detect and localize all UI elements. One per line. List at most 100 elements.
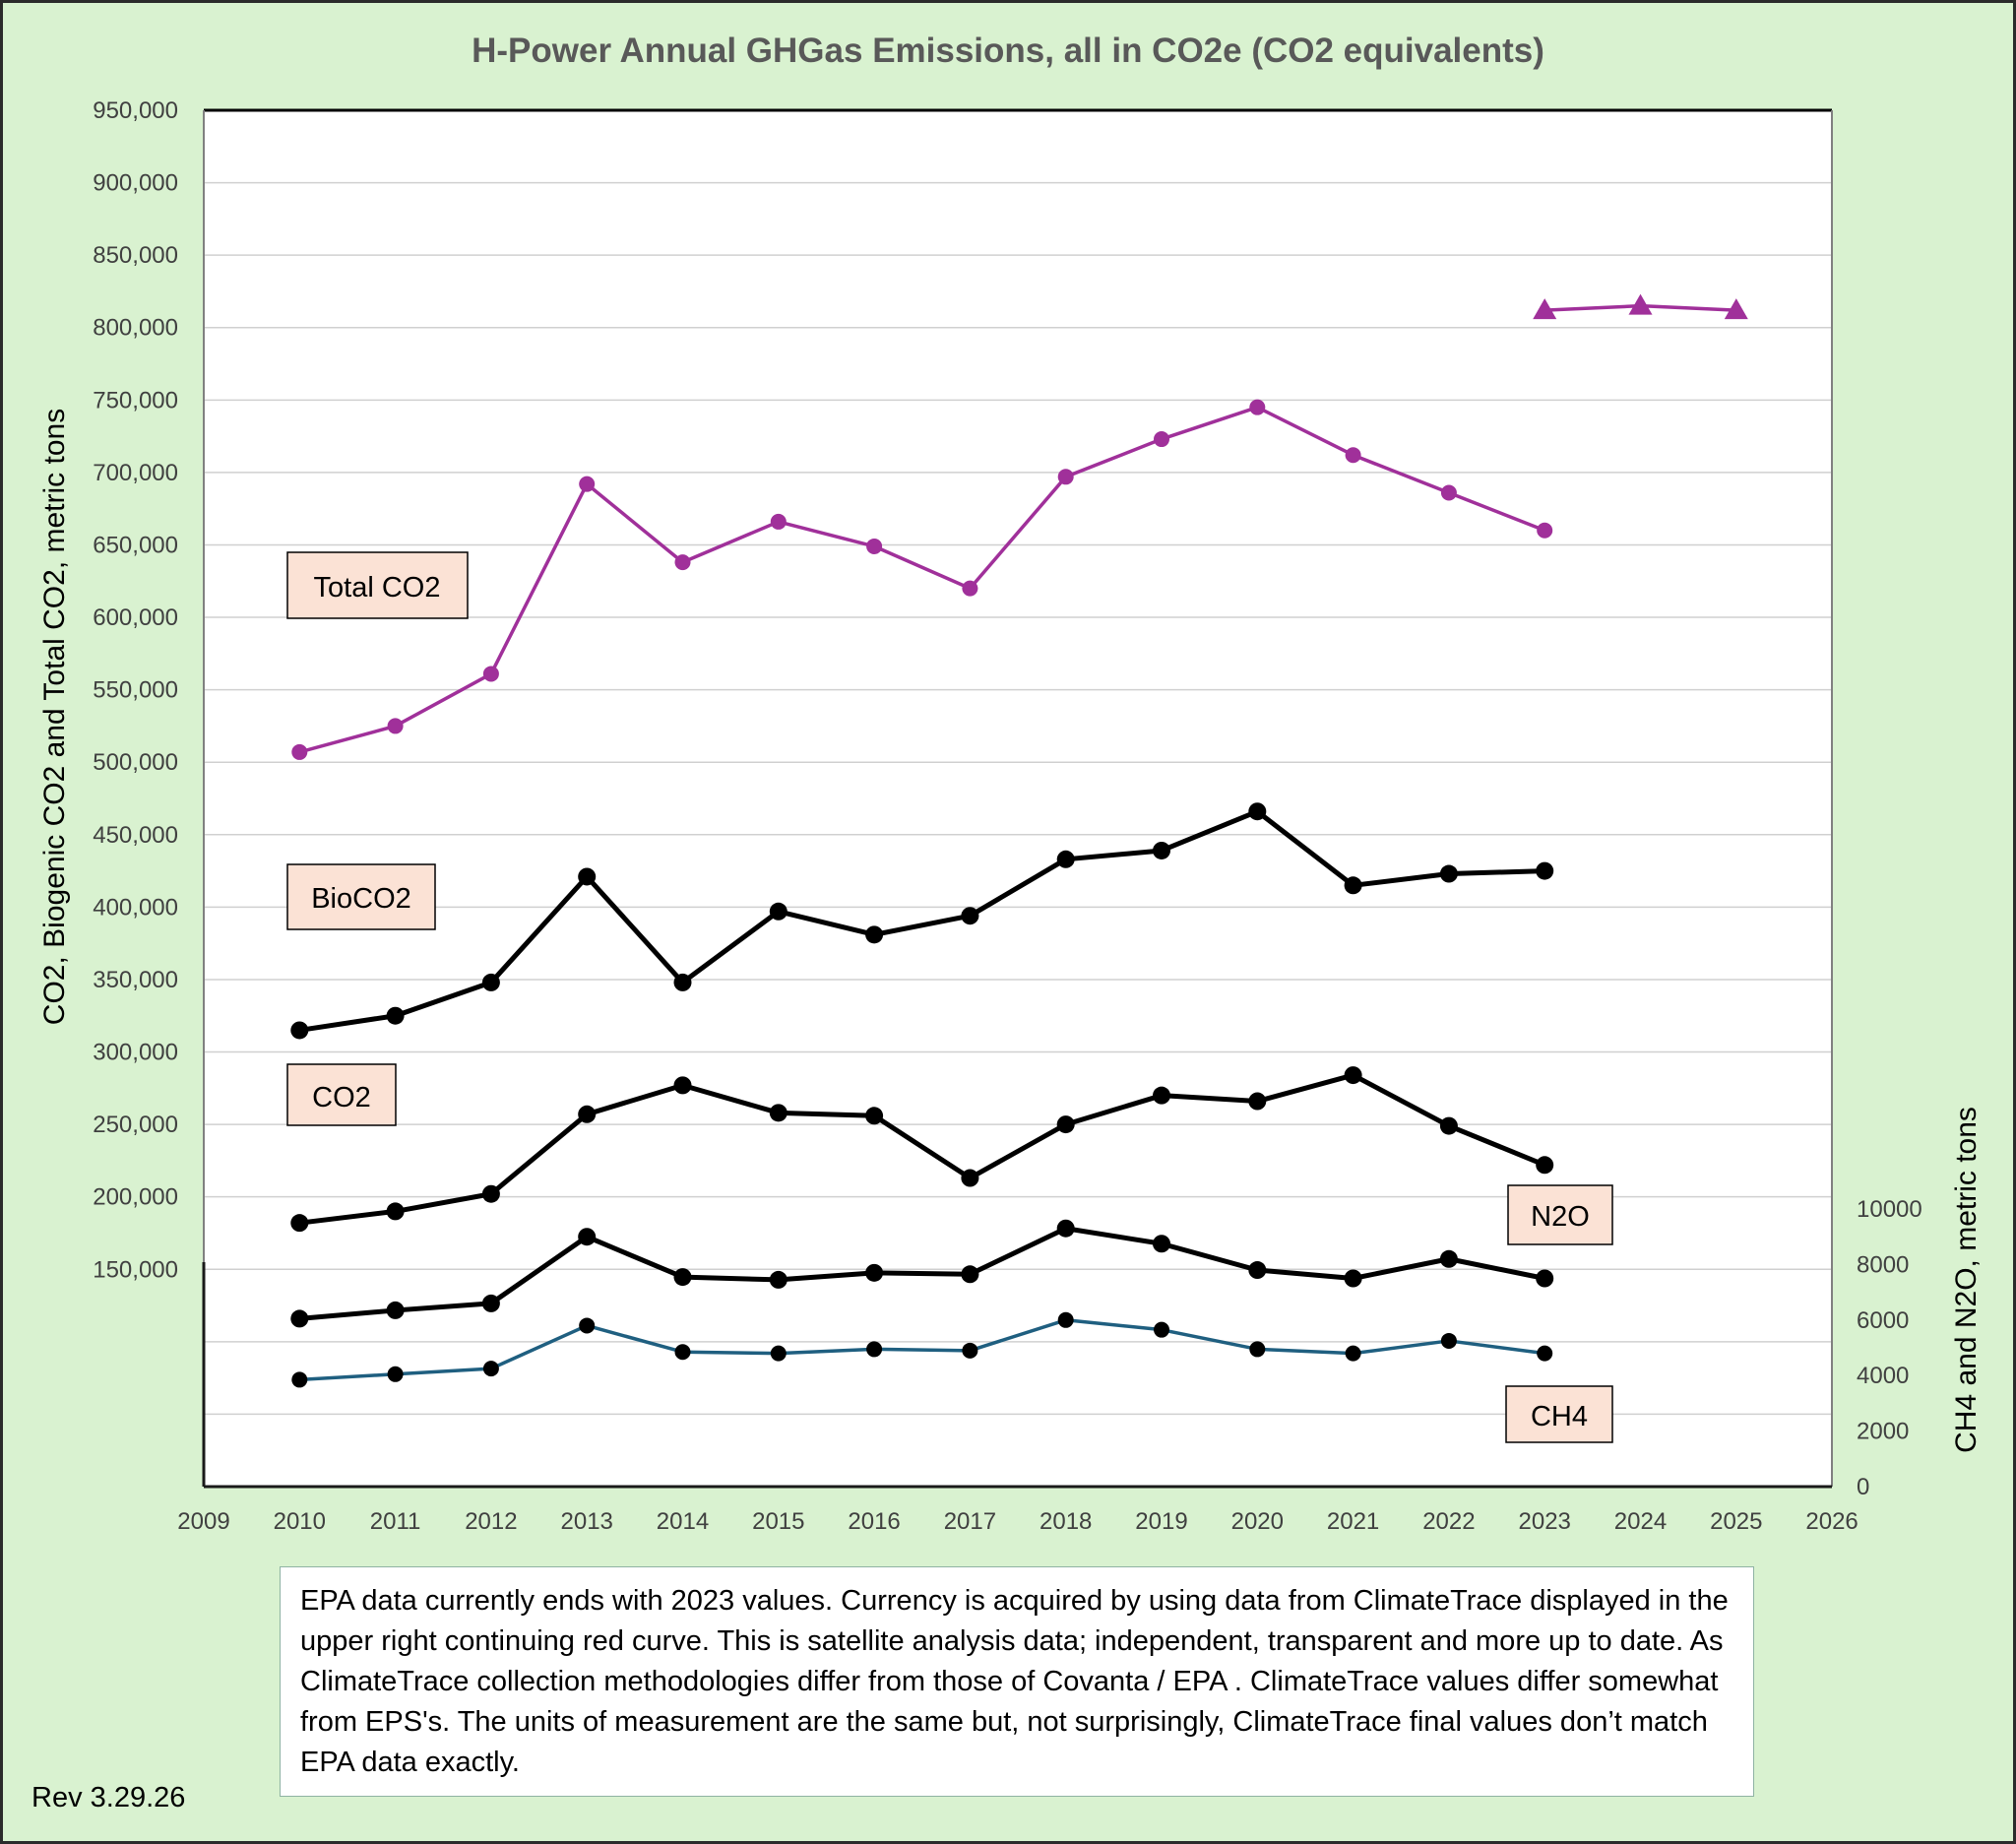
- label-co2-text: CO2: [312, 1082, 371, 1113]
- data-point: [1057, 469, 1074, 485]
- y-tick-label: 750,000: [93, 387, 178, 413]
- series-total-co2: [291, 399, 1553, 760]
- y-tick-label: 150,000: [93, 1256, 178, 1283]
- data-point: [673, 973, 692, 991]
- x-tick-label: 2026: [1805, 1508, 1858, 1535]
- data-point: [1248, 1261, 1267, 1280]
- data-point: [386, 1301, 405, 1319]
- data-point: [1440, 484, 1457, 501]
- left-axis-ticks: 950,000 900,000 850,000 800,000 750,000 700,0…: [93, 97, 178, 1283]
- data-point: [1628, 293, 1653, 315]
- x-tick-label: 2014: [657, 1508, 709, 1535]
- data-point: [865, 1263, 884, 1282]
- data-point: [1536, 1156, 1554, 1175]
- data-point: [961, 1169, 979, 1187]
- data-point: [1536, 1269, 1554, 1288]
- y2-tick-label: 0: [1857, 1474, 1869, 1500]
- data-point: [1344, 1269, 1362, 1288]
- series-line: [299, 1318, 1545, 1382]
- y-tick-label: 900,000: [93, 170, 178, 197]
- series-line: [298, 808, 1545, 1033]
- data-point: [387, 1366, 404, 1382]
- data-point: [962, 580, 978, 597]
- series-line: [299, 1226, 1545, 1321]
- x-tick-label: 2015: [752, 1508, 804, 1535]
- data-point: [481, 973, 500, 991]
- series-total-co2-climatetrace: [1533, 293, 1748, 320]
- x-tick-label: 2025: [1710, 1508, 1762, 1535]
- y2-axis-title: CH4 and N2O, metric tons: [1950, 1107, 1983, 1453]
- data-point: [481, 1184, 500, 1203]
- data-point: [1057, 1311, 1074, 1328]
- x-tick-label: 2024: [1614, 1508, 1667, 1535]
- y2-tick-label: 2000: [1857, 1419, 1909, 1445]
- series-n2o: [290, 1219, 1554, 1328]
- data-point: [578, 867, 597, 886]
- y2-tick-label: 6000: [1857, 1307, 1909, 1334]
- plot-area: [204, 110, 1832, 1487]
- series: [290, 293, 1748, 1388]
- y-tick-label: 800,000: [93, 315, 178, 342]
- label-co2: CO2: [286, 1063, 397, 1126]
- data-point: [770, 1345, 787, 1362]
- data-point: [387, 718, 404, 734]
- y-tick-label: 850,000: [93, 242, 178, 269]
- data-point: [769, 1270, 788, 1289]
- data-point: [578, 1228, 597, 1246]
- data-point: [579, 476, 596, 492]
- y-tick-label: 700,000: [93, 460, 178, 486]
- x-tick-label: 2018: [1040, 1508, 1092, 1535]
- axes: [202, 108, 1833, 1489]
- data-point: [1344, 1066, 1362, 1085]
- explanatory-note: EPA data currently ends with 2023 values…: [280, 1566, 1754, 1797]
- data-point: [769, 1104, 788, 1122]
- x-tick-label: 2010: [274, 1508, 326, 1535]
- data-point: [1153, 1235, 1170, 1253]
- y-tick-label: 650,000: [93, 532, 178, 558]
- data-point: [866, 538, 883, 554]
- label-n2o: N2O: [1507, 1184, 1613, 1245]
- data-point: [1724, 298, 1748, 320]
- data-point: [1536, 861, 1554, 880]
- data-point: [1345, 1345, 1361, 1362]
- x-tick-label: 2022: [1422, 1508, 1475, 1535]
- data-point: [866, 1341, 883, 1358]
- label-total-co2: Total CO2: [286, 551, 469, 619]
- data-point: [290, 1214, 309, 1233]
- data-point: [1439, 864, 1458, 883]
- data-point: [291, 743, 308, 760]
- revision-label: Rev 3.29.26: [32, 1782, 186, 1813]
- data-point: [1249, 1341, 1266, 1358]
- data-point: [673, 1268, 692, 1287]
- data-point: [962, 1342, 978, 1359]
- label-ch4-text: CH4: [1531, 1401, 1588, 1432]
- data-point: [1249, 399, 1266, 415]
- y-tick-label: 400,000: [93, 894, 178, 921]
- data-point: [865, 925, 884, 944]
- data-point: [1153, 1086, 1170, 1105]
- y2-tick-label: 8000: [1857, 1251, 1909, 1278]
- data-point: [1154, 431, 1169, 448]
- x-tick-label: 2013: [561, 1508, 613, 1535]
- data-point: [1439, 1249, 1458, 1268]
- chart-title: H-Power Annual GHGas Emissions, all in C…: [472, 32, 1544, 70]
- data-point: [961, 1265, 979, 1284]
- y-tick-label: 250,000: [93, 1112, 178, 1138]
- y-tick-label: 500,000: [93, 749, 178, 776]
- data-point: [1056, 1115, 1075, 1134]
- x-axis-ticks: 2009 2010 2011 2012 2013 2014 2015 2016 2017 2018…: [177, 1508, 1858, 1535]
- data-point: [290, 1021, 309, 1040]
- y-tick-label: 200,000: [93, 1184, 178, 1211]
- data-point: [291, 1371, 308, 1388]
- data-point: [1153, 841, 1170, 859]
- data-point: [1056, 850, 1075, 868]
- data-point: [1537, 522, 1553, 539]
- y-tick-label: 350,000: [93, 967, 178, 993]
- series-bioco2: [290, 802, 1554, 1040]
- data-point: [481, 1294, 500, 1312]
- data-point: [770, 513, 787, 530]
- data-point: [578, 1105, 597, 1123]
- series-line: [298, 405, 1545, 754]
- x-tick-label: 2009: [177, 1508, 229, 1535]
